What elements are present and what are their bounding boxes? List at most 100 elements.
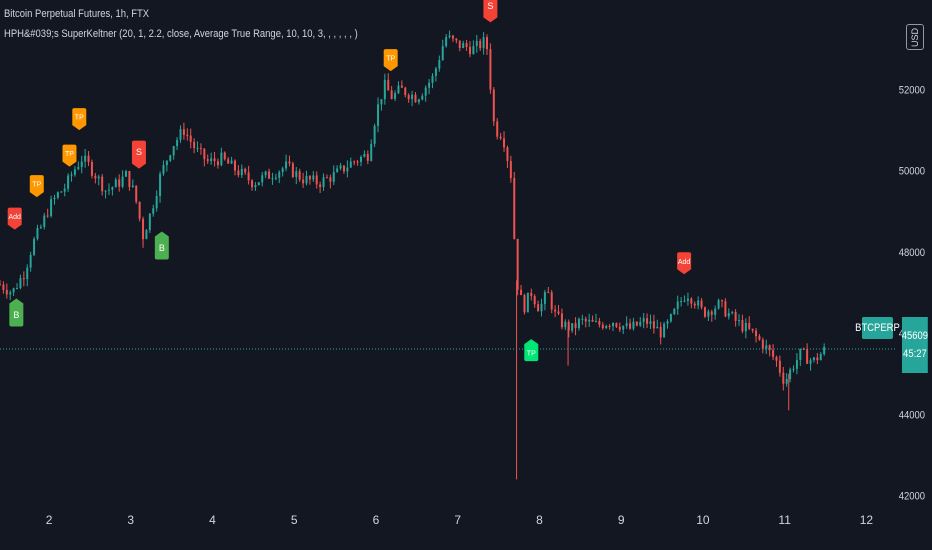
candle-body — [605, 325, 608, 329]
candle-body — [789, 369, 792, 380]
indicator-title[interactable]: HPH&#039;s SuperKeltner (20, 1, 2.2, clo… — [4, 28, 358, 40]
candle-body — [591, 319, 594, 322]
signal-marker-shape — [7, 207, 22, 230]
candle-body — [196, 147, 199, 149]
candle-body — [186, 134, 189, 136]
signal-marker-label: TP — [32, 182, 41, 189]
candle-body — [554, 309, 557, 312]
candle-body — [594, 321, 597, 323]
signal-markers: Add TP TP TP S TP S Add B B TP — [7, 0, 692, 362]
candle-body — [36, 227, 39, 239]
candle-body — [179, 129, 182, 140]
signal-marker-shape — [383, 49, 398, 72]
candle-body — [659, 326, 662, 338]
candle-body — [329, 177, 332, 182]
candle-body — [39, 226, 42, 228]
candle-body — [700, 300, 703, 308]
signal-b-marker[interactable]: B — [154, 231, 169, 260]
candle-body — [727, 313, 730, 317]
candle-body — [285, 161, 288, 169]
candle-body — [669, 314, 672, 322]
candle-body — [203, 148, 206, 160]
signal-tp-marker[interactable]: TP — [383, 49, 398, 72]
candle-body — [63, 188, 66, 192]
signal-tp-marker[interactable]: TP — [29, 175, 44, 198]
y-tick-label: 42000 — [899, 491, 926, 503]
candle-body — [366, 153, 369, 161]
candle-body — [159, 173, 162, 196]
x-tick-label: 12 — [860, 513, 874, 527]
x-tick-label: 9 — [618, 513, 625, 527]
candle-body — [458, 40, 461, 49]
candle-body — [251, 180, 254, 188]
signal-s-marker[interactable]: S — [131, 140, 146, 169]
candle-body — [530, 292, 533, 297]
candle-body — [785, 379, 788, 384]
candle-body — [734, 312, 737, 321]
candle-body — [12, 288, 15, 293]
candle-body — [261, 175, 264, 183]
candle-body — [717, 300, 720, 309]
candle-body — [775, 356, 778, 361]
candle-body — [550, 292, 553, 310]
currency-button[interactable]: USD — [906, 24, 924, 50]
candle-body — [281, 168, 284, 172]
candle-body — [697, 300, 700, 306]
candle-body — [629, 323, 632, 329]
x-axis: 2 3 4 5 6 7 8 9 10 11 12 — [46, 513, 874, 527]
candle-body — [475, 40, 478, 46]
candle-body — [424, 87, 427, 96]
candle-body — [625, 323, 628, 326]
signal-b-marker[interactable]: B — [9, 298, 24, 327]
signal-add-marker[interactable]: Add — [7, 207, 22, 230]
candle-body — [564, 321, 567, 328]
candle-body — [148, 213, 151, 231]
candle-body — [60, 191, 63, 193]
candle-body — [387, 79, 390, 91]
signal-tp-marker[interactable]: TP — [524, 339, 539, 362]
candle-body — [220, 152, 223, 166]
candle-body — [710, 311, 713, 315]
candle-body — [84, 155, 87, 162]
candle-body — [390, 90, 393, 99]
candle-body — [373, 125, 376, 144]
signal-marker-label: TP — [65, 151, 74, 158]
candle-body — [128, 171, 131, 187]
signal-marker-shape — [154, 231, 169, 260]
candle-body — [199, 147, 202, 149]
candle-body — [101, 176, 104, 192]
candle-body — [421, 95, 424, 100]
signal-s-marker[interactable]: S — [483, 0, 498, 23]
x-tick-label: 8 — [536, 513, 543, 527]
candle-body — [622, 325, 625, 330]
candle-body — [632, 321, 635, 329]
candle-body — [107, 189, 110, 191]
x-tick-label: 4 — [209, 513, 216, 527]
candle-body — [540, 303, 543, 312]
candle-body — [724, 301, 727, 317]
candle-body — [434, 68, 437, 76]
signal-add-marker[interactable]: Add — [677, 252, 692, 275]
candle-body — [489, 49, 492, 90]
candle-body — [792, 368, 795, 370]
signal-tp-marker[interactable]: TP — [72, 108, 87, 131]
candle-body — [377, 104, 380, 126]
candle-body — [206, 159, 209, 162]
y-axis: 420004400046000480005000052000 — [899, 85, 926, 503]
signal-tp-marker[interactable]: TP — [62, 144, 77, 167]
candle-body — [455, 38, 458, 41]
symbol-title: Bitcoin Perpetual Futures, 1h, FTX — [4, 8, 150, 20]
x-tick-label: 11 — [778, 513, 791, 527]
candle-body — [43, 215, 46, 227]
x-tick-label: 6 — [373, 513, 380, 527]
candle-body — [312, 175, 315, 180]
x-tick-label: 5 — [291, 513, 298, 527]
candle-body — [523, 295, 526, 313]
candle-body — [639, 321, 642, 326]
candle-body — [26, 267, 29, 280]
candle-body — [486, 37, 489, 50]
candle-body — [145, 230, 148, 240]
candle-body — [346, 167, 349, 172]
candle-body — [431, 75, 434, 83]
